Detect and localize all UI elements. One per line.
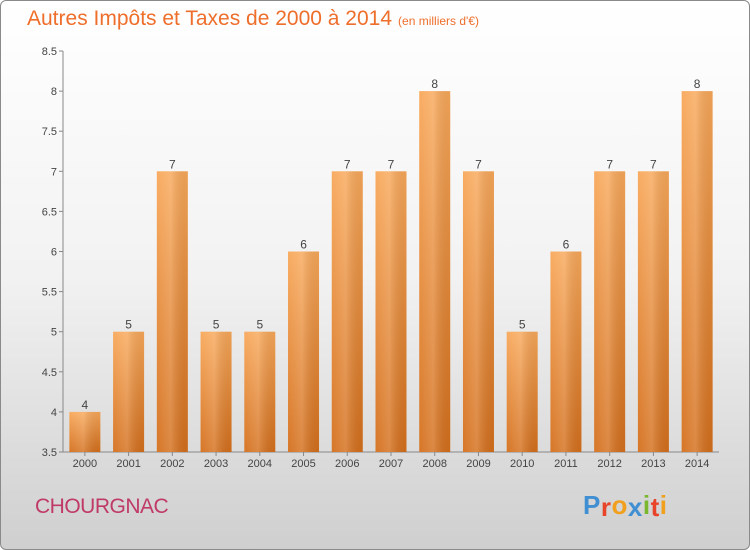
data-label: 7 (388, 157, 395, 171)
x-tick-label: 2005 (291, 458, 315, 470)
bar-shine (113, 331, 145, 452)
y-tick-label: 7.5 (42, 126, 57, 138)
data-label: 6 (563, 238, 570, 252)
data-label: 5 (125, 318, 132, 332)
bar-shine (375, 171, 407, 453)
x-tick-label: 2011 (554, 458, 578, 470)
y-tick-label: 4.5 (42, 367, 57, 379)
y-tick-label: 7 (51, 166, 57, 178)
x-tick-label: 2008 (422, 458, 446, 470)
bar-shine (637, 171, 669, 453)
data-label: 8 (431, 77, 438, 91)
data-label: 5 (213, 318, 220, 332)
x-tick-label: 2001 (116, 458, 140, 470)
data-label: 7 (169, 157, 176, 171)
logo-letter: o (611, 490, 628, 520)
bar-series (69, 91, 713, 453)
x-tick-label: 2014 (685, 458, 709, 470)
y-tick-label: 5.5 (42, 287, 57, 299)
chart-subtitle: (en milliers d'€) (398, 14, 480, 28)
y-tick-label: 8.5 (42, 46, 57, 58)
data-label: 7 (475, 157, 482, 171)
bar-shine (69, 411, 101, 452)
bar-shine (419, 91, 451, 452)
logo-letter: r (600, 492, 612, 522)
bar-shine (331, 171, 363, 453)
x-tick-label: 2003 (204, 458, 228, 470)
data-label: 7 (344, 157, 351, 171)
x-tick-label: 2004 (248, 458, 272, 470)
y-tick-label: 4 (51, 407, 57, 419)
bar-shine (550, 251, 582, 452)
logo-letter: i (659, 490, 668, 520)
data-label: 8 (694, 77, 701, 91)
bar-shine (506, 331, 538, 452)
logo-letter: t (650, 492, 660, 522)
chart-title: Autres Impôts et Taxes de 2000 à 2014 (27, 7, 393, 30)
x-tick-label: 2006 (335, 458, 359, 470)
commune-name: CHOURGNAC (35, 495, 169, 518)
x-tick-label: 2009 (466, 458, 490, 470)
data-label: 4 (82, 398, 89, 412)
x-tick-label: 2007 (379, 458, 403, 470)
data-label: 7 (606, 157, 613, 171)
proxiti-logo: Proxiti (583, 490, 668, 522)
logo-letter: i (642, 490, 651, 520)
y-tick-label: 5 (51, 327, 57, 339)
x-tick-label: 2010 (510, 458, 534, 470)
y-tick-label: 8 (51, 86, 57, 98)
bar-shine (462, 171, 494, 453)
logo-letter: x (627, 492, 643, 522)
x-tick-label: 2012 (597, 458, 621, 470)
bar-shine (156, 171, 188, 453)
chart-title-group: Autres Impôts et Taxes de 2000 à 2014 (en… (27, 7, 479, 31)
bar-shine (244, 331, 276, 452)
y-tick-label: 3.5 (42, 447, 57, 459)
bar-shine (200, 331, 232, 452)
logo-letter: P (583, 490, 601, 520)
bar-shine (594, 171, 626, 453)
value-labels: 4 5 7 5 5 6 7 7 8 7 5 6 7 7 8 (82, 77, 701, 412)
bar-shine (681, 91, 713, 452)
data-label: 5 (256, 318, 263, 332)
y-tick-label: 6.5 (42, 206, 57, 218)
data-label: 7 (650, 157, 657, 171)
data-label: 5 (519, 318, 526, 332)
x-tick-label: 2013 (641, 458, 665, 470)
y-tick-label: 6 (51, 247, 57, 259)
x-tick-label: 2002 (160, 458, 184, 470)
bar-shine (288, 251, 320, 452)
data-label: 6 (300, 238, 307, 252)
x-tick-label: 2000 (73, 458, 97, 470)
